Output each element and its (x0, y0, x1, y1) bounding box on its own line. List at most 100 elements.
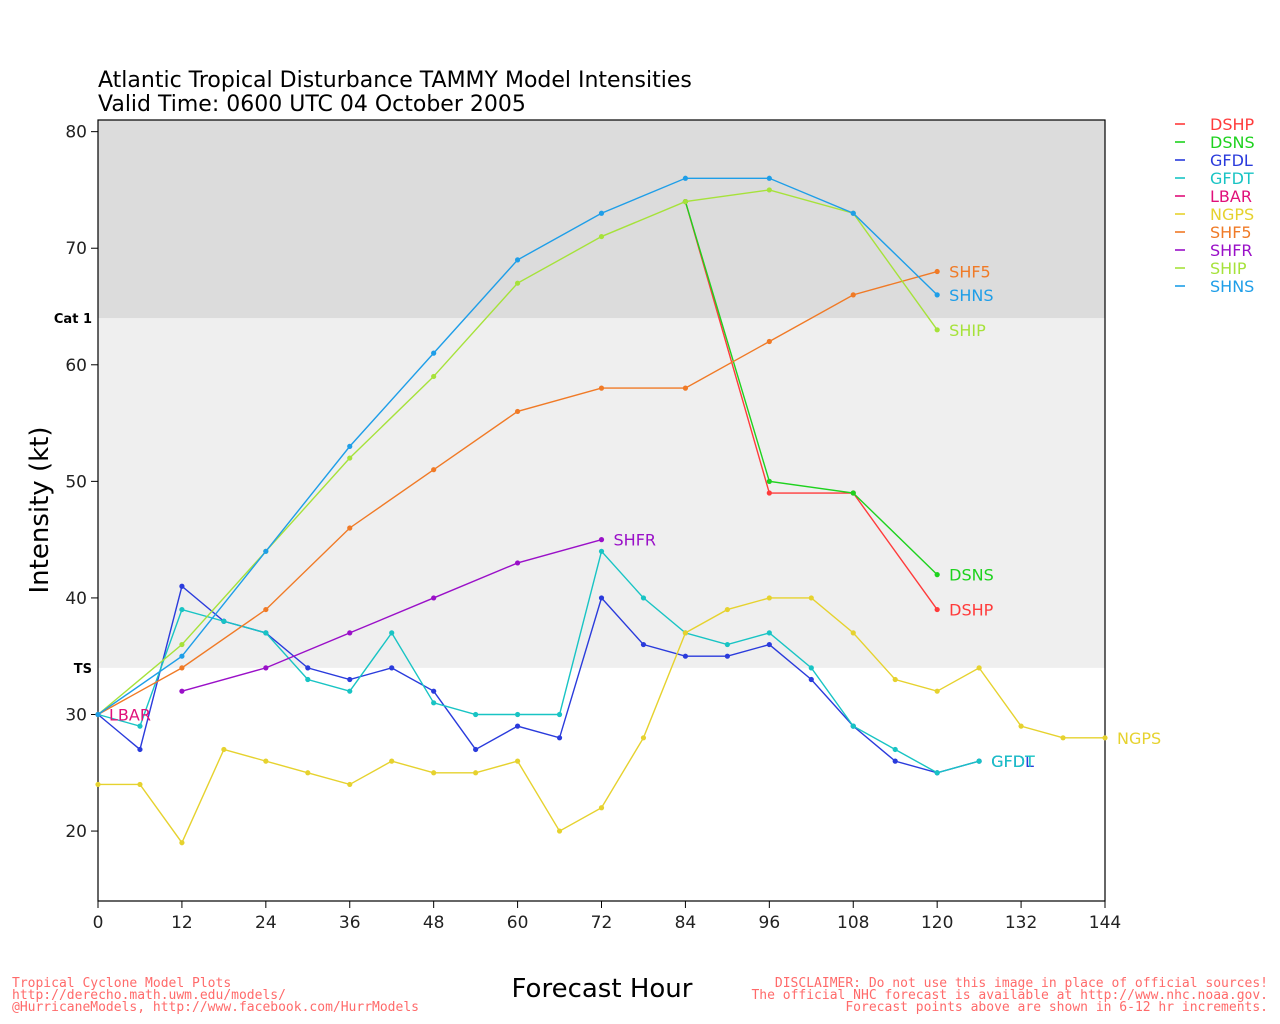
point-ngps-24 (1102, 735, 1108, 741)
point-shns-6 (598, 210, 605, 216)
point-gfdt-10 (514, 711, 521, 718)
footer-left: Tropical Cyclone Model Plots http://dere… (12, 976, 419, 1015)
point-shns-9 (850, 210, 856, 216)
point-shns-10 (934, 292, 940, 298)
point-ngps-22 (1018, 723, 1024, 729)
y-tick-label-2: 40 (65, 589, 87, 609)
footer-left-line-1: Tropical Cyclone Model Plots (12, 976, 231, 991)
x-tick-label-8: 96 (759, 913, 781, 933)
point-ship-10 (934, 327, 940, 333)
footer-right-line-1: DISCLAIMER: Do not use this image in pla… (775, 976, 1268, 991)
point-gfdl-5 (305, 665, 311, 671)
chart-subtitle: Valid Time: 0600 UTC 04 October 2005 (98, 92, 526, 117)
x-tick-label-5: 60 (507, 913, 529, 933)
point-gfdt-11 (556, 711, 563, 718)
point-shns-0 (95, 711, 101, 718)
point-gfdt-9 (473, 711, 479, 718)
end-label-shfr: SHFR (614, 531, 657, 550)
footer-right-line-3: Forecast points above are shown in 6-12 … (845, 1000, 1268, 1015)
intensity-bands: TS Cat 1 (54, 120, 1105, 677)
end-label-ngps: NGPS (1117, 729, 1161, 748)
point-shfr-0 (179, 688, 185, 694)
point-gfdt-12 (598, 548, 605, 554)
point-gfdl-11 (556, 735, 563, 741)
end-label-shf5: SHF5 (949, 263, 991, 282)
point-gfdt-7 (389, 630, 395, 636)
point-ship-7 (682, 198, 689, 205)
point-ngps-18 (850, 630, 856, 636)
point-gfdt-20 (934, 770, 940, 776)
point-shf5-3 (347, 525, 353, 531)
point-gfdt-8 (431, 700, 437, 706)
point-shns-5 (514, 257, 521, 263)
point-gfdt-6 (347, 688, 353, 694)
point-ngps-23 (1060, 735, 1066, 741)
band-label-0: TS (74, 662, 92, 677)
point-gfdt-19 (892, 746, 898, 753)
point-ngps-7 (389, 758, 395, 764)
point-shfr-1 (263, 665, 269, 671)
point-shf5-7 (682, 385, 689, 391)
x-tick-label-11: 132 (1005, 913, 1037, 933)
legend-label-gfdt: GFDT (1210, 169, 1254, 188)
point-gfdt-1 (137, 723, 143, 729)
y-axis-label: Intensity (kt) (25, 427, 55, 594)
point-gfdt-18 (850, 723, 856, 729)
point-dshp-1 (766, 490, 772, 496)
legend-label-ship: SHIP (1210, 259, 1247, 278)
point-gfdt-21 (976, 758, 982, 764)
point-ship-3 (347, 455, 353, 461)
point-gfdl-19 (892, 758, 898, 764)
point-ngps-21 (976, 665, 982, 671)
legend-label-dshp: DSHP (1210, 115, 1255, 134)
series-shns (95, 175, 940, 718)
point-shf5-2 (263, 606, 269, 613)
point-ngps-12 (598, 805, 605, 811)
point-ngps-16 (766, 595, 772, 601)
point-shf5-9 (850, 292, 856, 298)
point-shfr-3 (431, 595, 437, 601)
point-ngps-14 (682, 630, 689, 636)
point-gfdt-16 (766, 630, 772, 636)
point-gfdl-15 (724, 653, 730, 659)
point-ngps-10 (514, 758, 521, 764)
point-gfdl-8 (431, 688, 437, 694)
end-label-lbar: LBAR (109, 705, 151, 724)
point-ngps-15 (724, 606, 730, 613)
point-gfdt-3 (221, 618, 227, 624)
point-gfdt-4 (263, 630, 269, 636)
chart-title: Atlantic Tropical Disturbance TAMMY Mode… (98, 68, 692, 93)
x-tick-label-12: 144 (1089, 913, 1121, 933)
point-gfdt-15 (724, 641, 730, 648)
point-shfr-4 (514, 560, 521, 566)
x-tick-label-1: 12 (171, 913, 193, 933)
point-gfdl-14 (682, 653, 689, 659)
point-gfdl-9 (473, 746, 479, 753)
band-1 (98, 120, 1105, 319)
band-label-1: Cat 1 (54, 312, 92, 327)
point-gfdl-1 (137, 746, 143, 753)
legend-label-ngps: NGPS (1210, 205, 1254, 224)
point-ngps-17 (808, 595, 814, 601)
legend-label-dsns: DSNS (1210, 133, 1255, 152)
point-shns-1 (179, 653, 185, 659)
legend-label-shfr: SHFR (1210, 241, 1253, 260)
point-ngps-5 (305, 770, 311, 776)
point-shns-2 (263, 548, 269, 554)
point-ngps-1 (137, 781, 143, 788)
point-shf5-10 (934, 268, 940, 275)
end-label-ship: SHIP (949, 321, 986, 340)
x-tick-label-2: 24 (255, 913, 277, 933)
y-tick-label-6: 80 (65, 123, 87, 143)
point-ngps-6 (347, 781, 353, 788)
legend-label-gfdl: GFDL (1210, 151, 1253, 170)
point-shfr-2 (347, 630, 353, 636)
point-shf5-8 (766, 338, 772, 345)
point-dsns-1 (766, 478, 772, 484)
point-gfdl-7 (389, 665, 395, 671)
point-shns-4 (431, 350, 437, 356)
point-ngps-2 (179, 840, 185, 846)
point-shns-8 (766, 175, 772, 181)
